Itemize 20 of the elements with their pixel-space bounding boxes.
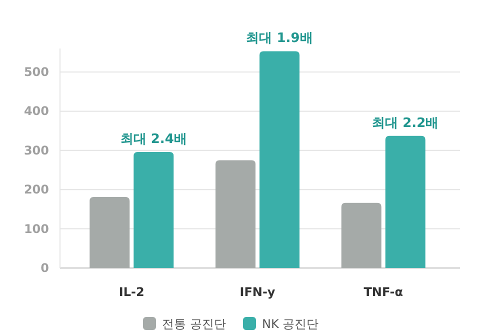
y-tick-label: 300 — [24, 143, 49, 158]
x-tick-label: IL-2 — [118, 285, 144, 299]
x-tick-label: IFN-y — [240, 285, 276, 299]
legend-label: 전통 공진단 — [162, 317, 226, 331]
bar — [385, 136, 426, 268]
y-tick-label: 400 — [24, 104, 49, 118]
bar — [260, 51, 300, 268]
annotation: 최대 1.9배 — [246, 31, 313, 46]
y-tick-label: 200 — [24, 182, 49, 197]
bar — [134, 152, 174, 268]
bar — [90, 197, 130, 268]
annotation: 최대 2.2배 — [372, 116, 439, 131]
y-tick-label: 100 — [24, 222, 49, 236]
x-tick-label: TNF-α — [364, 285, 404, 299]
y-tick-label: 0 — [40, 261, 49, 275]
annotation: 최대 2.4배 — [120, 132, 187, 147]
bar — [216, 160, 256, 268]
bar — [341, 202, 382, 268]
y-tick-label: 500 — [24, 65, 49, 79]
legend-label: NK 공진단 — [262, 317, 319, 331]
